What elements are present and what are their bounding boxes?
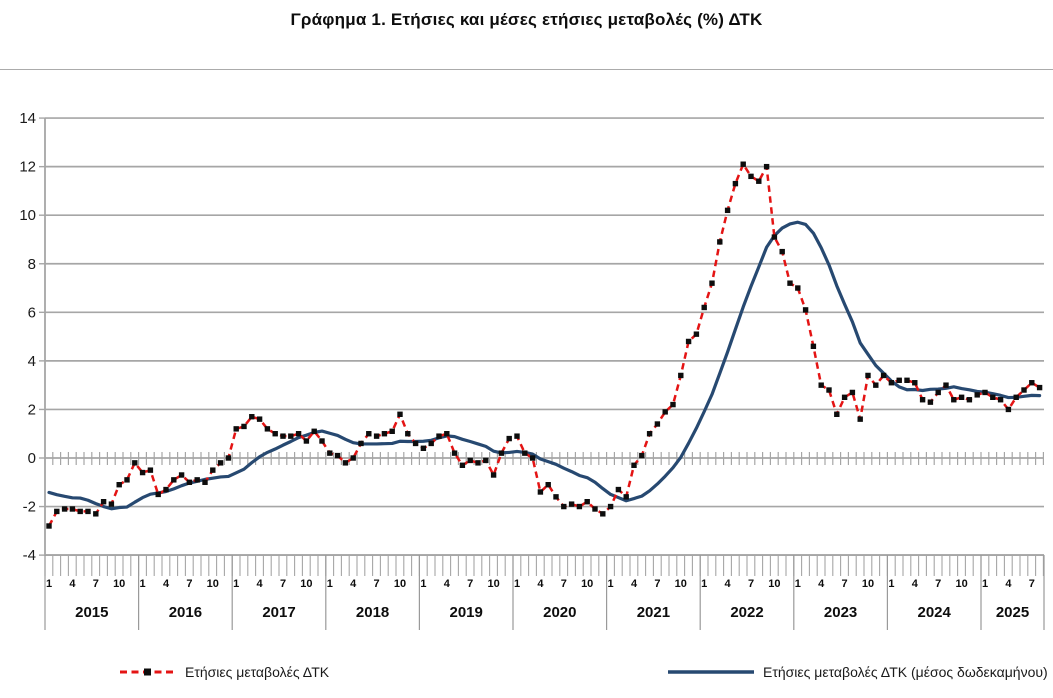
svg-text:7: 7: [561, 578, 567, 590]
svg-text:4: 4: [631, 578, 638, 590]
series-annual-markers: [46, 161, 1043, 529]
svg-text:10: 10: [300, 578, 312, 590]
legend-label-annual: Ετήσιες μεταβολές ΔΤΚ: [185, 664, 330, 680]
svg-text:1: 1: [327, 578, 333, 590]
svg-text:7: 7: [280, 578, 286, 590]
month-labels: 1 4 7 10 1 4 7 10 1 4 7 10 1 4 7 10 1 4 7 10 1 4 7 10 1 4 7 10 1 4 7 10…: [46, 578, 1035, 590]
svg-text:7: 7: [748, 578, 754, 590]
svg-text:2017: 2017: [262, 604, 295, 621]
svg-text:10: 10: [394, 578, 406, 590]
series-average-line: [47, 220, 1042, 511]
svg-text:10: 10: [675, 578, 687, 590]
svg-text:2024: 2024: [918, 604, 952, 621]
svg-text:7: 7: [842, 578, 848, 590]
svg-text:12: 12: [19, 159, 36, 176]
svg-text:1: 1: [420, 578, 426, 590]
svg-text:1: 1: [46, 578, 52, 590]
svg-text:4: 4: [912, 578, 919, 590]
svg-text:7: 7: [935, 578, 941, 590]
svg-text:4: 4: [537, 578, 544, 590]
svg-text:1: 1: [140, 578, 146, 590]
legend-item-annual: Ετήσιες μεταβολές ΔΤΚ: [120, 658, 329, 686]
red-dashed-key-icon: [120, 668, 176, 676]
svg-text:6: 6: [28, 304, 36, 321]
svg-text:-4: -4: [23, 547, 36, 564]
svg-text:4: 4: [163, 578, 170, 590]
svg-text:7: 7: [654, 578, 660, 590]
svg-text:4: 4: [444, 578, 451, 590]
svg-text:1: 1: [795, 578, 801, 590]
svg-text:4: 4: [69, 578, 76, 590]
svg-text:2016: 2016: [169, 604, 202, 621]
svg-text:4: 4: [818, 578, 825, 590]
svg-text:2015: 2015: [75, 604, 108, 621]
svg-text:7: 7: [186, 578, 192, 590]
svg-text:1: 1: [701, 578, 707, 590]
svg-text:1: 1: [608, 578, 614, 590]
svg-text:7: 7: [374, 578, 380, 590]
svg-text:2022: 2022: [730, 604, 763, 621]
svg-text:7: 7: [467, 578, 473, 590]
gridlines: [39, 117, 1044, 556]
svg-text:4: 4: [725, 578, 732, 590]
svg-text:1: 1: [233, 578, 239, 590]
svg-text:2025: 2025: [996, 604, 1029, 621]
svg-text:2020: 2020: [543, 604, 576, 621]
svg-text:7: 7: [1029, 578, 1035, 590]
svg-text:4: 4: [28, 353, 36, 370]
svg-text:2021: 2021: [637, 604, 670, 621]
title-divider: [0, 69, 1053, 70]
svg-text:10: 10: [581, 578, 593, 590]
svg-text:10: 10: [768, 578, 780, 590]
svg-text:4: 4: [257, 578, 264, 590]
svg-text:10: 10: [862, 578, 874, 590]
svg-text:-2: -2: [23, 499, 36, 516]
legend-label-average: Ετήσιες μεταβολές ΔΤΚ (μέσος δωδεκαμήνου…: [763, 664, 1048, 680]
svg-text:10: 10: [487, 578, 499, 590]
legend: Ετήσιες μεταβολές ΔΤΚ Ετήσιες μεταβολές …: [0, 658, 1053, 686]
svg-text:14: 14: [19, 110, 36, 127]
x-axis: [44, 554, 1045, 630]
svg-text:10: 10: [113, 578, 125, 590]
svg-text:7: 7: [93, 578, 99, 590]
svg-text:8: 8: [28, 256, 36, 273]
svg-text:10: 10: [955, 578, 967, 590]
svg-text:2: 2: [28, 401, 36, 418]
svg-text:0: 0: [28, 450, 36, 467]
svg-text:10: 10: [207, 578, 219, 590]
svg-text:1: 1: [514, 578, 520, 590]
svg-text:10: 10: [19, 207, 36, 224]
svg-text:2023: 2023: [824, 604, 857, 621]
chart-title: Γράφημα 1. Ετήσιες και μέσες ετήσιες μετ…: [290, 10, 763, 29]
year-labels: 2015 2016 2017 2018 2019 2020 2021 2022 2023 2024…: [75, 604, 1029, 621]
y-axis-labels: 14 12 10 8 6 4 2 0 -2 -4: [19, 110, 36, 564]
svg-text:1: 1: [888, 578, 894, 590]
svg-text:2018: 2018: [356, 604, 389, 621]
legend-item-average: Ετήσιες μεταβολές ΔΤΚ (μέσος δωδεκαμήνου…: [668, 658, 1048, 686]
svg-text:1: 1: [982, 578, 988, 590]
series-annual-line: [47, 162, 1041, 527]
zero-line-ticks: [44, 452, 1045, 465]
svg-text:4: 4: [1005, 578, 1012, 590]
svg-text:2019: 2019: [450, 604, 483, 621]
blue-solid-key-icon: [668, 670, 754, 674]
svg-text:4: 4: [350, 578, 357, 590]
